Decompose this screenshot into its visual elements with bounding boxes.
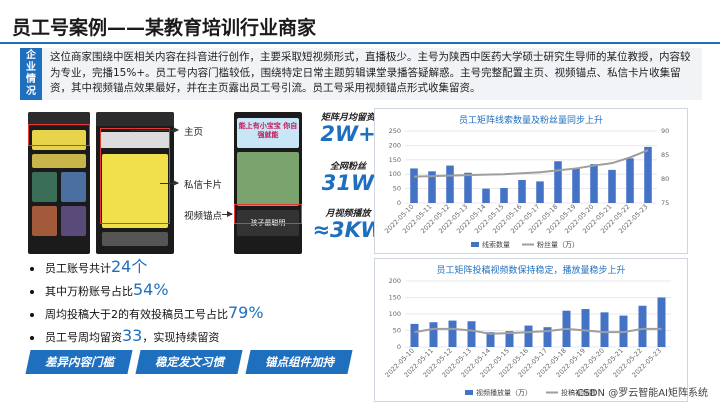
bar	[486, 332, 495, 347]
video-anchor-highlight-box	[234, 204, 302, 224]
watermark: CSDN @罗云智能AI矩阵系统	[576, 388, 708, 399]
stat-value-fans: 31W	[321, 171, 375, 195]
bar	[505, 331, 514, 347]
bar	[581, 309, 590, 347]
bar	[590, 164, 598, 203]
legend-label-line: 投稿视频数	[561, 388, 596, 397]
stat-value-video-plays: ≈3KW	[312, 218, 384, 242]
bar	[428, 171, 436, 203]
bar	[482, 188, 490, 203]
bar	[464, 172, 472, 203]
list-item: 员工账号共计24个	[30, 258, 264, 281]
y-tick-label: 100	[389, 170, 401, 178]
y-tick-label: 0	[397, 343, 401, 351]
tag-content-threshold: 差异内容门槛	[25, 350, 133, 374]
legend-swatch-bar	[471, 242, 479, 247]
stat-label-monthly-leads: 矩阵月均留资	[320, 113, 375, 123]
bar	[543, 327, 552, 347]
company-intro: 企 业 情 况 这位商家围绕中医相关内容在抖音进行创作，主要采取短视频形式，直播…	[20, 48, 702, 100]
bar	[446, 165, 454, 203]
intro-tag-char: 企	[26, 50, 36, 61]
bar	[638, 305, 647, 347]
y-tick-label: 250	[389, 127, 401, 135]
tag-anchor-component: 锚点组件加持	[245, 350, 353, 374]
intro-tag-char: 况	[26, 86, 36, 97]
label-home: 主页	[184, 127, 204, 138]
y-tick-label: 100	[389, 310, 401, 318]
bar	[657, 297, 666, 347]
arrow-dm-card	[160, 180, 179, 186]
legend-label-bar: 线索数量	[482, 240, 510, 249]
phone-screenshot-home	[28, 112, 90, 254]
y2-tick-label: 90	[661, 127, 669, 135]
bar	[644, 146, 652, 203]
arrow-video-anchor	[222, 211, 233, 217]
tag-posting-habit: 稳定发文习惯	[135, 350, 243, 374]
bar	[410, 168, 418, 203]
bar	[554, 161, 562, 203]
leads-fans-chart: 员工矩阵线索数量及粉丝量同步上升 0 50 100 150 200 250 75 80 85 90…	[374, 108, 688, 254]
bar	[600, 312, 609, 347]
intro-text: 这位商家围绕中医相关内容在抖音进行创作，主要采取短视频形式，直播极少。主号为陕西…	[50, 51, 691, 94]
bar	[410, 323, 419, 347]
list-item: 员工号周均留资33，实现持续留资	[30, 327, 264, 350]
y-tick-label: 50	[393, 327, 401, 335]
stat-value-monthly-leads: 2W+	[320, 122, 376, 146]
y2-tick-label: 75	[661, 199, 669, 207]
videos-plays-chart: 员工矩阵投稿视频数保持稳定，播放量稳步上升 0 50 100 150 200 2022-0…	[374, 258, 688, 402]
bar	[524, 325, 533, 347]
phone-screenshot-dm	[96, 112, 174, 254]
y2-tick-label: 85	[661, 151, 669, 159]
y-tick-label: 150	[389, 294, 401, 302]
bar	[608, 169, 616, 203]
home-highlight-box	[28, 124, 90, 146]
list-item: 周均投稿大于2的有效投稿员工号占比79%	[30, 304, 264, 327]
y-tick-label: 150	[389, 156, 401, 164]
stat-label-fans: 全网粉丝	[329, 162, 366, 172]
list-item: 其中万粉账号占比54%	[30, 281, 264, 304]
title-divider	[0, 42, 720, 44]
bar	[536, 181, 544, 203]
bar	[429, 322, 438, 347]
phone-screenshot-video: 能上有小宝宝 你自强就能 孩子最聪明	[234, 112, 302, 254]
legend-swatch-bar	[465, 390, 473, 395]
y-tick-label: 0	[397, 199, 401, 207]
arrow-home	[130, 127, 179, 133]
intro-tag-char: 业	[26, 62, 36, 73]
bar	[518, 179, 526, 203]
chart-title: 员工矩阵投稿视频数保持稳定，播放量稳步上升	[436, 266, 626, 276]
chart-title: 员工矩阵线索数量及粉丝量同步上升	[458, 116, 603, 126]
bar	[626, 158, 634, 203]
series-line	[413, 149, 649, 178]
y2-tick-label: 80	[661, 175, 669, 183]
bar	[448, 320, 457, 347]
label-dm-card: 私信卡片	[184, 180, 223, 191]
legend-label-line: 粉丝量（万）	[537, 240, 579, 249]
legend-label-bar: 视频播放量（万）	[476, 388, 532, 397]
video-banner-text: 能上有小宝宝 你自强就能	[237, 118, 299, 148]
dm-card-highlight-box	[100, 128, 170, 224]
intro-tag: 企 业 情 况	[20, 48, 42, 100]
bar	[572, 168, 580, 203]
bar	[500, 188, 508, 203]
y-tick-label: 50	[393, 185, 401, 193]
bar	[467, 321, 476, 347]
y-tick-label: 200	[389, 141, 401, 149]
videos-plays-chart-svg: 0501001502002022-05-102022-05-112022-05-…	[384, 277, 671, 397]
stat-label-video-plays: 月视频播放	[325, 209, 371, 219]
label-video-anchor: 视频锚点	[184, 211, 223, 222]
intro-tag-char: 情	[26, 74, 36, 85]
series-line	[414, 327, 662, 335]
leads-fans-chart-svg: 050100150200250758085902022-05-102022-05…	[383, 127, 669, 249]
page-title: 员工号案例——某教育培训行业商家	[12, 17, 317, 39]
y-tick-label: 200	[389, 277, 401, 285]
key-points-list: 员工账号共计24个 其中万粉账号占比54% 周均投稿大于2的有效投稿员工号占比7…	[30, 258, 264, 350]
